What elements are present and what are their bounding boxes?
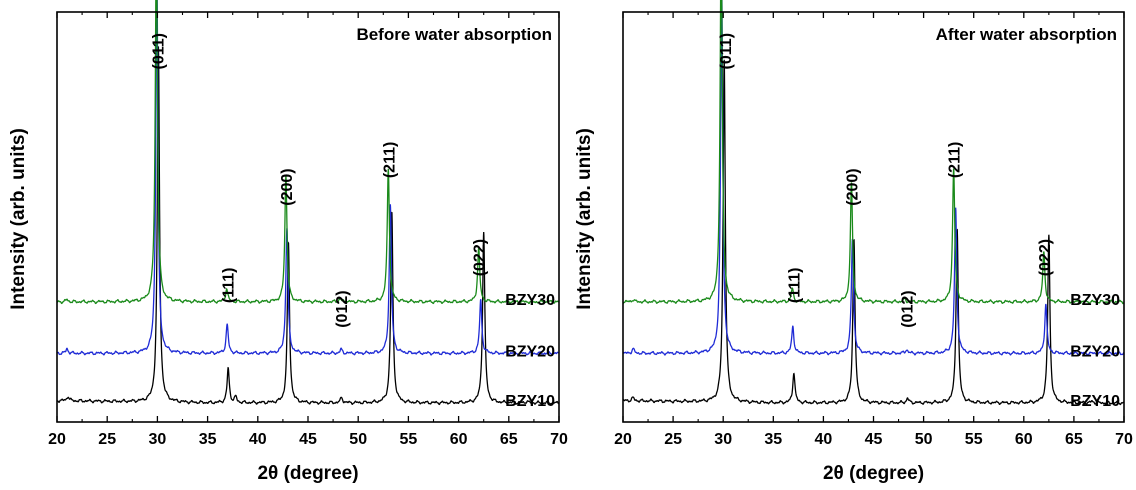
x-tick-label: 35 xyxy=(199,431,217,448)
series-label-bzy10: BZY10 xyxy=(1070,393,1120,410)
peak-label: (211) xyxy=(947,142,964,178)
series-label-bzy10: BZY10 xyxy=(505,393,555,410)
x-tick-label: 60 xyxy=(1015,431,1033,448)
peak-label: (011) xyxy=(718,33,735,69)
x-tick-label: 70 xyxy=(550,431,568,448)
x-tick-label: 70 xyxy=(1115,431,1133,448)
peak-label: (022) xyxy=(472,239,489,276)
x-tick-label: 30 xyxy=(714,431,732,448)
series-line-bzy20 xyxy=(622,0,1125,356)
peak-label: (022) xyxy=(1037,239,1054,276)
x-tick-label: 35 xyxy=(764,431,782,448)
y-axis-title: Intensity (arb. units) xyxy=(574,128,595,310)
x-axis-title: 2θ (degree) xyxy=(823,463,924,484)
series-label-bzy20: BZY20 xyxy=(1070,343,1120,360)
panel-before-water-absorption: 20 25 30 35 40 45 50 55 60 65 70 2θ (degree) Intensi… xyxy=(8,0,568,484)
panel-after-water-absorption: 20 25 30 35 40 45 50 55 60 65 70 2θ (degree) Intensi… xyxy=(574,0,1133,484)
series-line-bzy10 xyxy=(622,59,1125,406)
x-tick-label: 60 xyxy=(450,431,468,448)
series-line-bzy30 xyxy=(56,0,560,305)
x-tick-label: 45 xyxy=(865,431,883,448)
peak-label: (200) xyxy=(279,168,296,205)
plot-frame xyxy=(56,11,560,423)
series-line-bzy10 xyxy=(56,46,560,406)
panel-title: Before water absorption xyxy=(356,25,552,44)
x-tick-label: 20 xyxy=(48,431,66,448)
x-tick-label: 30 xyxy=(149,431,167,448)
y-axis-title: Intensity (arb. units) xyxy=(8,128,29,310)
x-tick-label: 40 xyxy=(249,431,267,448)
x-tick-label: 55 xyxy=(400,431,418,448)
peak-label: (200) xyxy=(844,168,861,205)
x-tick-label: 65 xyxy=(1065,431,1083,448)
series-label-bzy30: BZY30 xyxy=(505,292,555,309)
series-line-bzy30 xyxy=(622,0,1125,305)
series-label-bzy20: BZY20 xyxy=(505,343,555,360)
x-tick-label: 65 xyxy=(500,431,518,448)
x-tick-label: 55 xyxy=(965,431,983,448)
x-tick-label: 20 xyxy=(614,431,632,448)
peak-label: (012) xyxy=(900,290,917,327)
x-axis-title: 2θ (degree) xyxy=(257,463,358,484)
x-tick-label: 50 xyxy=(915,431,933,448)
peak-label: (111) xyxy=(221,268,238,304)
x-tick-label: 45 xyxy=(299,431,317,448)
x-tick-label: 50 xyxy=(349,431,367,448)
panel-title: After water absorption xyxy=(936,25,1117,44)
x-tick-label: 40 xyxy=(815,431,833,448)
peak-label: (211) xyxy=(381,142,398,178)
series-line-bzy20 xyxy=(56,0,560,356)
series-label-bzy30: BZY30 xyxy=(1070,292,1120,309)
x-tick-label: 25 xyxy=(98,431,116,448)
plot-frame xyxy=(622,11,1125,423)
peak-label: (111) xyxy=(786,268,803,304)
peak-label: (012) xyxy=(334,290,351,327)
x-tick-label: 25 xyxy=(664,431,682,448)
peak-label: (011) xyxy=(150,33,167,69)
